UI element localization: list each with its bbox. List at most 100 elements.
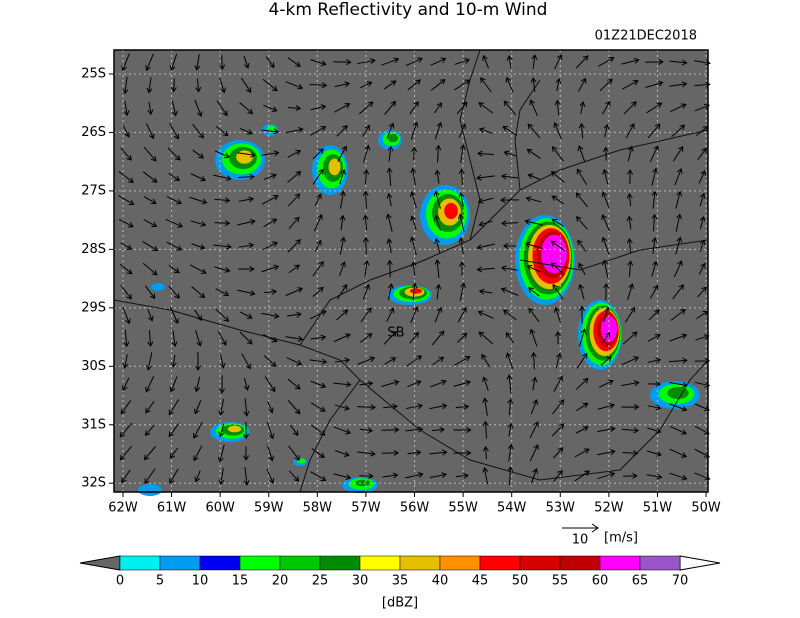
wind-arrow [383, 330, 397, 345]
wind-arrow [552, 447, 564, 459]
wind-arrow [285, 287, 304, 297]
wind-arrow [122, 76, 129, 95]
wind-arrow [407, 449, 422, 456]
wind-arrow [123, 100, 130, 117]
wind-arrow [387, 283, 394, 301]
wind-arrow [142, 240, 159, 252]
wind-arrow [458, 168, 465, 185]
colorbar-segment [239, 555, 281, 571]
wind-arrow [646, 450, 662, 457]
wind-arrow [262, 241, 278, 251]
wind-arrow [142, 262, 158, 276]
wind-arrow [285, 81, 304, 90]
wind-arrow [334, 357, 351, 364]
wind-arrow [312, 148, 324, 160]
wind-arrow [287, 171, 302, 183]
wind-arrow [169, 376, 178, 393]
colorbar-segment [559, 555, 601, 571]
wind-arrow [552, 399, 565, 415]
wind-arrow [384, 100, 396, 115]
wind-arrow [576, 216, 588, 230]
y-tick-label: 28S [81, 242, 106, 257]
wind-arrow [478, 102, 494, 114]
borders [113, 49, 709, 493]
wind-arrow [645, 80, 664, 89]
colorbar-segment [599, 555, 641, 571]
wind-arrow [312, 260, 324, 277]
wind-arrow [531, 54, 538, 70]
wind-arrow [694, 103, 710, 112]
wind-arrow [147, 309, 154, 322]
wind-arrow [651, 213, 658, 232]
wind-arrow [435, 283, 442, 300]
map-area [114, 50, 708, 492]
wind-arrow [457, 332, 468, 344]
wind-arrow [193, 421, 203, 439]
wind-arrow [435, 144, 442, 163]
wind-arrow [261, 128, 280, 135]
wind-arrow [694, 403, 710, 412]
wind-arrow [578, 122, 585, 139]
wind-arrow [697, 286, 707, 298]
wind-arrow [262, 334, 278, 343]
wind-arrow [431, 426, 446, 433]
wind-arrow [214, 197, 231, 204]
wind-arrow [118, 171, 134, 183]
wind-arrow [694, 357, 711, 364]
wind-arrow [144, 468, 156, 485]
wind-arrow [219, 77, 226, 94]
wind-arrow [386, 122, 395, 139]
wind-arrow [310, 126, 327, 136]
wind-arrow [651, 260, 658, 277]
wind-arrow [215, 125, 229, 137]
wind-arrow [454, 58, 471, 65]
wind-arrow [669, 357, 688, 364]
wind-arrow [409, 236, 417, 255]
wind-arrow [167, 147, 181, 161]
wind-arrow [503, 100, 517, 116]
wind-arrow [218, 398, 225, 416]
wind-arrow [626, 192, 633, 207]
wind-arrow [266, 468, 275, 484]
colorbar-label: 5 [156, 574, 164, 589]
wind-arrow [669, 103, 687, 113]
wind-arrow [362, 124, 370, 137]
wind-arrow [527, 287, 540, 297]
wind-arrow [143, 446, 156, 461]
wind-arrow [314, 239, 322, 252]
colorbar-segment [639, 555, 681, 571]
wind-arrow [409, 191, 417, 209]
wind-arrow [553, 375, 563, 392]
wind-arrow [336, 309, 349, 321]
wind-arrow [143, 219, 158, 228]
wind-arrow [500, 287, 519, 296]
map-frame [113, 49, 709, 493]
wind-arrow [169, 468, 179, 484]
wind-arrow [602, 168, 609, 185]
wind-arrow [578, 305, 586, 324]
wind-arrow [698, 169, 706, 184]
y-tick-label: 31S [81, 417, 106, 432]
wind-arrow [214, 266, 231, 273]
wind-arrow [578, 77, 587, 92]
colorbar-label: 40 [432, 574, 449, 589]
wind-arrow [261, 195, 279, 205]
wind-arrow [551, 219, 565, 227]
wind-arrow [143, 196, 157, 205]
wind-arrow [476, 266, 495, 273]
wind-arrow [122, 377, 130, 391]
wind-arrow [647, 334, 661, 342]
wind-arrow [334, 81, 351, 88]
wind-arrow [673, 260, 683, 278]
colorbar-segment [319, 555, 361, 571]
wind-arrow [310, 59, 327, 67]
wind-arrow [507, 422, 514, 437]
wind-arrow [430, 78, 446, 91]
wind-arrow [287, 400, 301, 415]
wind-arrow [458, 261, 465, 276]
x-tick-label: 54W [497, 501, 527, 516]
wind-arrow [524, 241, 543, 249]
wind-arrow [410, 306, 419, 323]
echo-shape [328, 158, 341, 176]
wind-arrow [675, 190, 683, 209]
